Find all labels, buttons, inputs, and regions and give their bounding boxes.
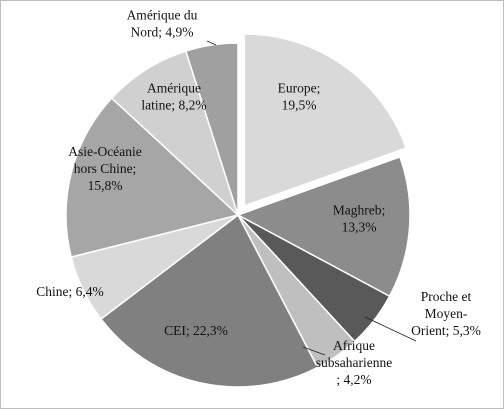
pie-slice-am-rique-du-nord <box>184 42 239 216</box>
label-leader-line <box>302 346 326 356</box>
pie-slice-europe <box>243 33 408 208</box>
pie-slice-am-rique-latine <box>110 50 240 218</box>
slice-label: Amérique latine; 8,2% <box>141 81 206 113</box>
slice-label: Proche et Moyen-Orient; 5,3% <box>411 289 481 338</box>
slice-label: Amérique du Nord; 4,9% <box>127 8 198 40</box>
slice-label: CEI; 22,3% <box>164 323 228 338</box>
slice-label: Europe; 19,5% <box>278 81 321 113</box>
slice-label: Maghreb; 13,3% <box>333 203 385 235</box>
label-leader-line <box>206 40 217 46</box>
slice-label: Chine; 6,4% <box>36 284 104 299</box>
pie-slice-maghreb <box>236 155 411 298</box>
slice-label: Afrique subsaharienne; 4,2% <box>316 338 392 387</box>
pie-slice-asie-oc-anie-hors-chine <box>65 97 240 258</box>
pie-slice-cei <box>99 213 319 388</box>
slice-label: Asie-Océanie hors Chine; 15,8% <box>68 144 141 193</box>
label-leader-line <box>364 316 417 342</box>
